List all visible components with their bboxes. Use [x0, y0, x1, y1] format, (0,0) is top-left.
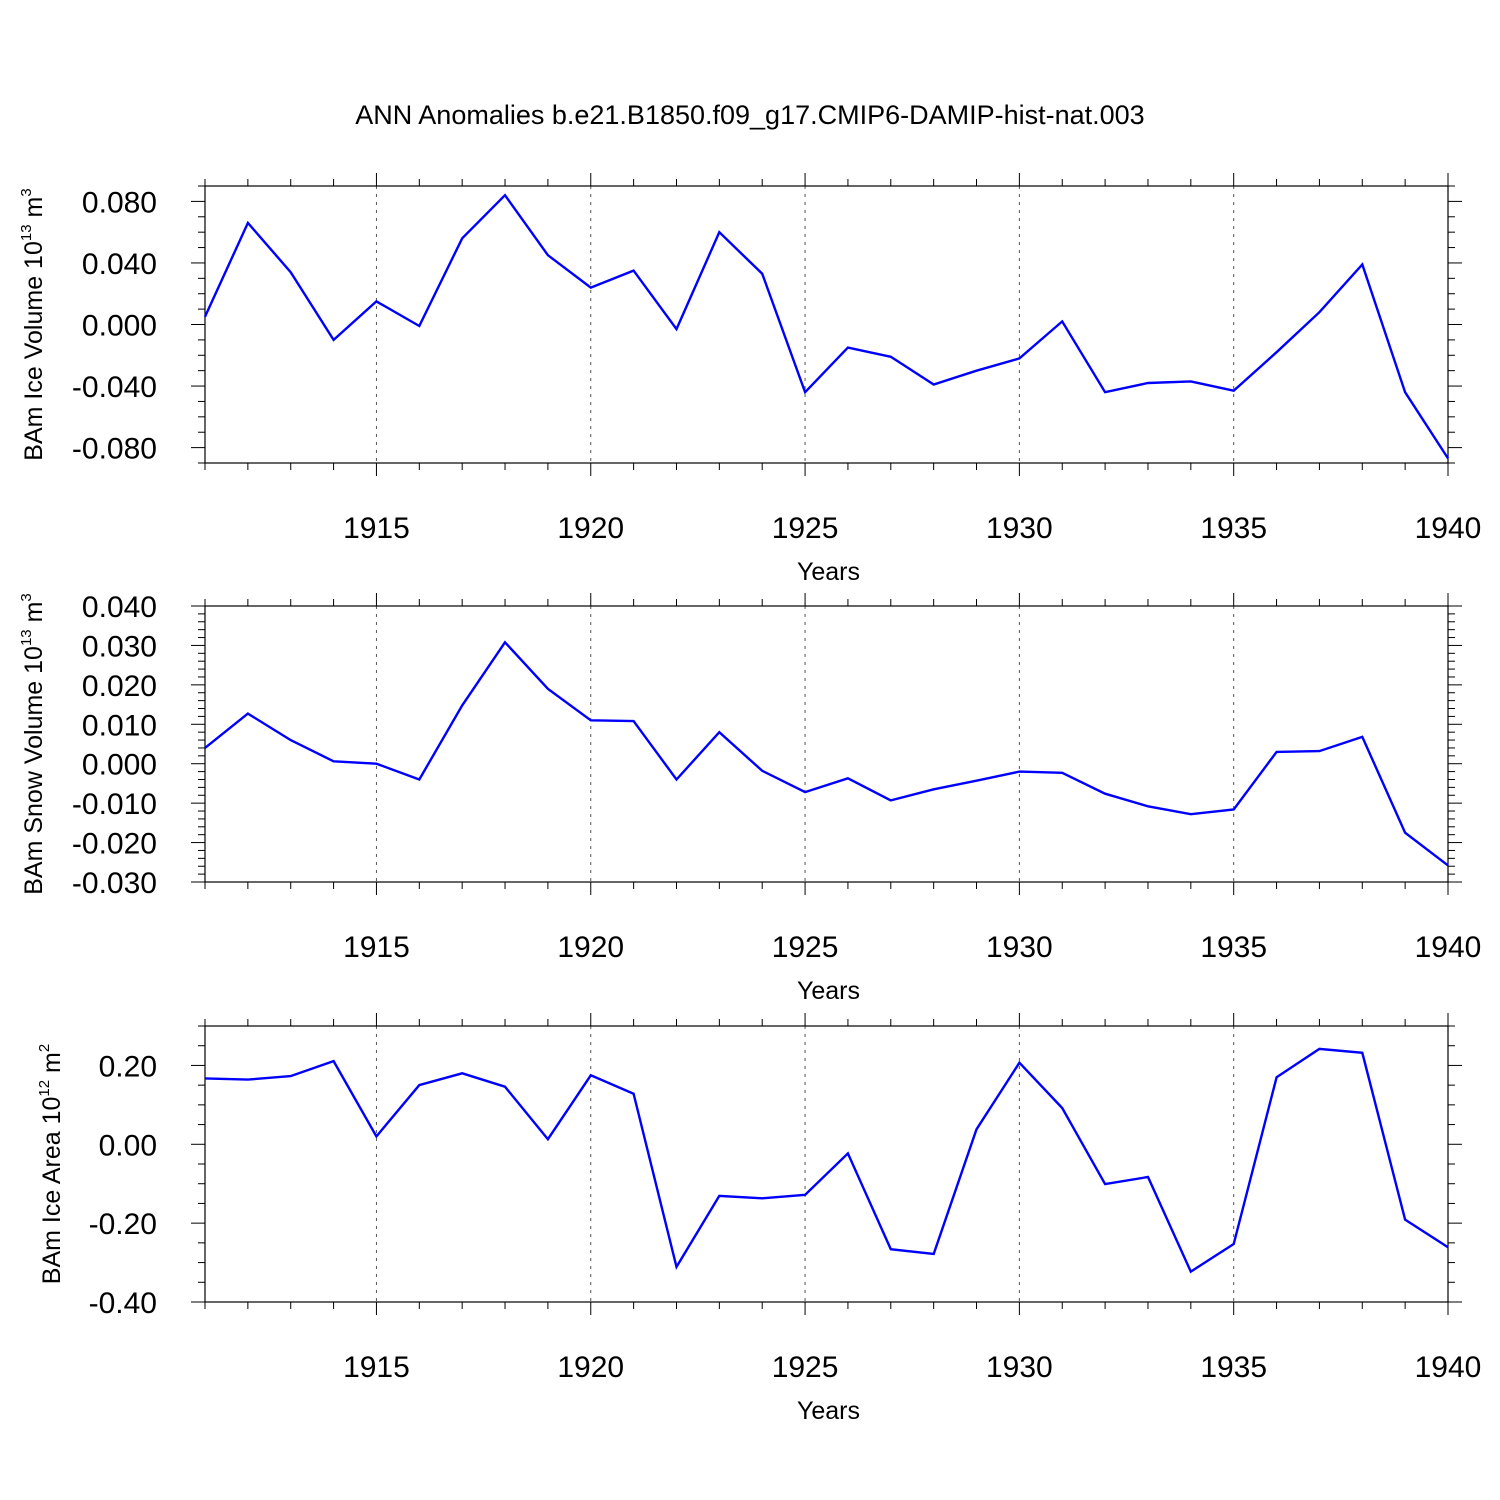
y-tick-label: -0.40	[89, 1287, 157, 1320]
y-tick-label: -0.080	[72, 433, 157, 466]
plot-frame	[204, 185, 1449, 464]
y-tick-label: 0.000	[82, 749, 157, 782]
y-axis-label-main: BAm Ice Volume 10	[20, 241, 48, 461]
plot-frame	[204, 605, 1449, 883]
x-tick-label: 1935	[1200, 1351, 1267, 1384]
x-tick-label: 1920	[557, 1351, 624, 1384]
y-axis-label-unit: m	[38, 1052, 66, 1080]
y-axis-label-exponent: 13	[18, 224, 35, 241]
y-tick-label: 0.080	[82, 186, 157, 219]
y-axis-label: BAm Ice Area 1012 m2	[36, 1044, 66, 1284]
y-axis-label-main: BAm Ice Area 10	[38, 1097, 66, 1285]
y-axis-label-unit-exponent: 3	[18, 188, 35, 196]
series-line	[203, 193, 1450, 460]
x-tick-label: 1935	[1200, 931, 1267, 964]
x-tick-label: 1940	[1415, 931, 1482, 964]
x-axis-label: Years	[797, 558, 860, 586]
y-tick-label: 0.040	[82, 591, 157, 624]
x-tick-label: 1940	[1415, 512, 1482, 545]
y-axis-label-unit-exponent: 2	[36, 1044, 53, 1052]
panel-1: 1915 1920 1925 1930 1935 1940 Years -0.080 -0.04…	[18, 173, 1481, 586]
y-axis-label: BAm Snow Volume 1013 m3	[18, 593, 48, 895]
x-tick-label: 1915	[343, 512, 410, 545]
y-axis-label-unit-exponent: 3	[18, 593, 35, 601]
x-tick-label: 1925	[772, 1351, 839, 1384]
x-tick-label: 1930	[986, 512, 1053, 545]
y-axis-label-exponent: 13	[18, 629, 35, 646]
x-tick-label: 1925	[772, 512, 839, 545]
x-tick-label: 1920	[557, 931, 624, 964]
y-axis-label-unit: m	[20, 197, 48, 225]
y-axis-label-unit: m	[20, 602, 48, 630]
y-tick-label: 0.00	[99, 1129, 157, 1162]
y-tick-label: -0.040	[72, 371, 157, 404]
x-tick-label: 1915	[343, 931, 410, 964]
y-tick-label: 0.20	[99, 1050, 157, 1083]
y-axis-label: BAm Ice Volume 1013 m3	[18, 188, 48, 460]
panel-2: 1915 1920 1925 1930 1935 1940 Years -0.030 -0.02…	[18, 591, 1481, 1005]
y-tick-label: -0.030	[72, 867, 157, 900]
series-line	[204, 1047, 1449, 1274]
y-tick-label: 0.010	[82, 709, 157, 742]
series-line	[204, 640, 1449, 867]
x-tick-label: 1920	[557, 512, 624, 545]
y-tick-label: 0.020	[82, 670, 157, 703]
y-tick-label: -0.010	[72, 788, 157, 821]
y-tick-label: -0.20	[89, 1208, 157, 1241]
y-axis-label-main: BAm Snow Volume 10	[20, 646, 48, 895]
x-axis-label: Years	[797, 977, 860, 1005]
y-tick-label: -0.020	[72, 828, 157, 861]
x-tick-label: 1915	[343, 1351, 410, 1384]
y-tick-label: 0.040	[82, 248, 157, 281]
x-tick-label: 1930	[986, 931, 1053, 964]
y-axis-label-exponent: 12	[36, 1080, 53, 1097]
panels: 1915 1920 1925 1930 1935 1940 Years -0.080 -0.04…	[18, 173, 1481, 1425]
panel-3: 1915 1920 1925 1930 1935 1940 Years -0.40 -0.20 0…	[36, 1013, 1481, 1425]
x-tick-label: 1925	[772, 931, 839, 964]
figure-title: ANN Anomalies b.e21.B1850.f09_g17.CMIP6-…	[355, 100, 1144, 130]
y-tick-label: 0.000	[82, 310, 157, 343]
x-tick-label: 1930	[986, 1351, 1053, 1384]
plot-frame	[204, 1025, 1449, 1303]
x-tick-label: 1940	[1415, 1351, 1482, 1384]
y-tick-label: 0.030	[82, 630, 157, 663]
x-tick-label: 1935	[1200, 512, 1267, 545]
x-axis-label: Years	[797, 1397, 860, 1425]
